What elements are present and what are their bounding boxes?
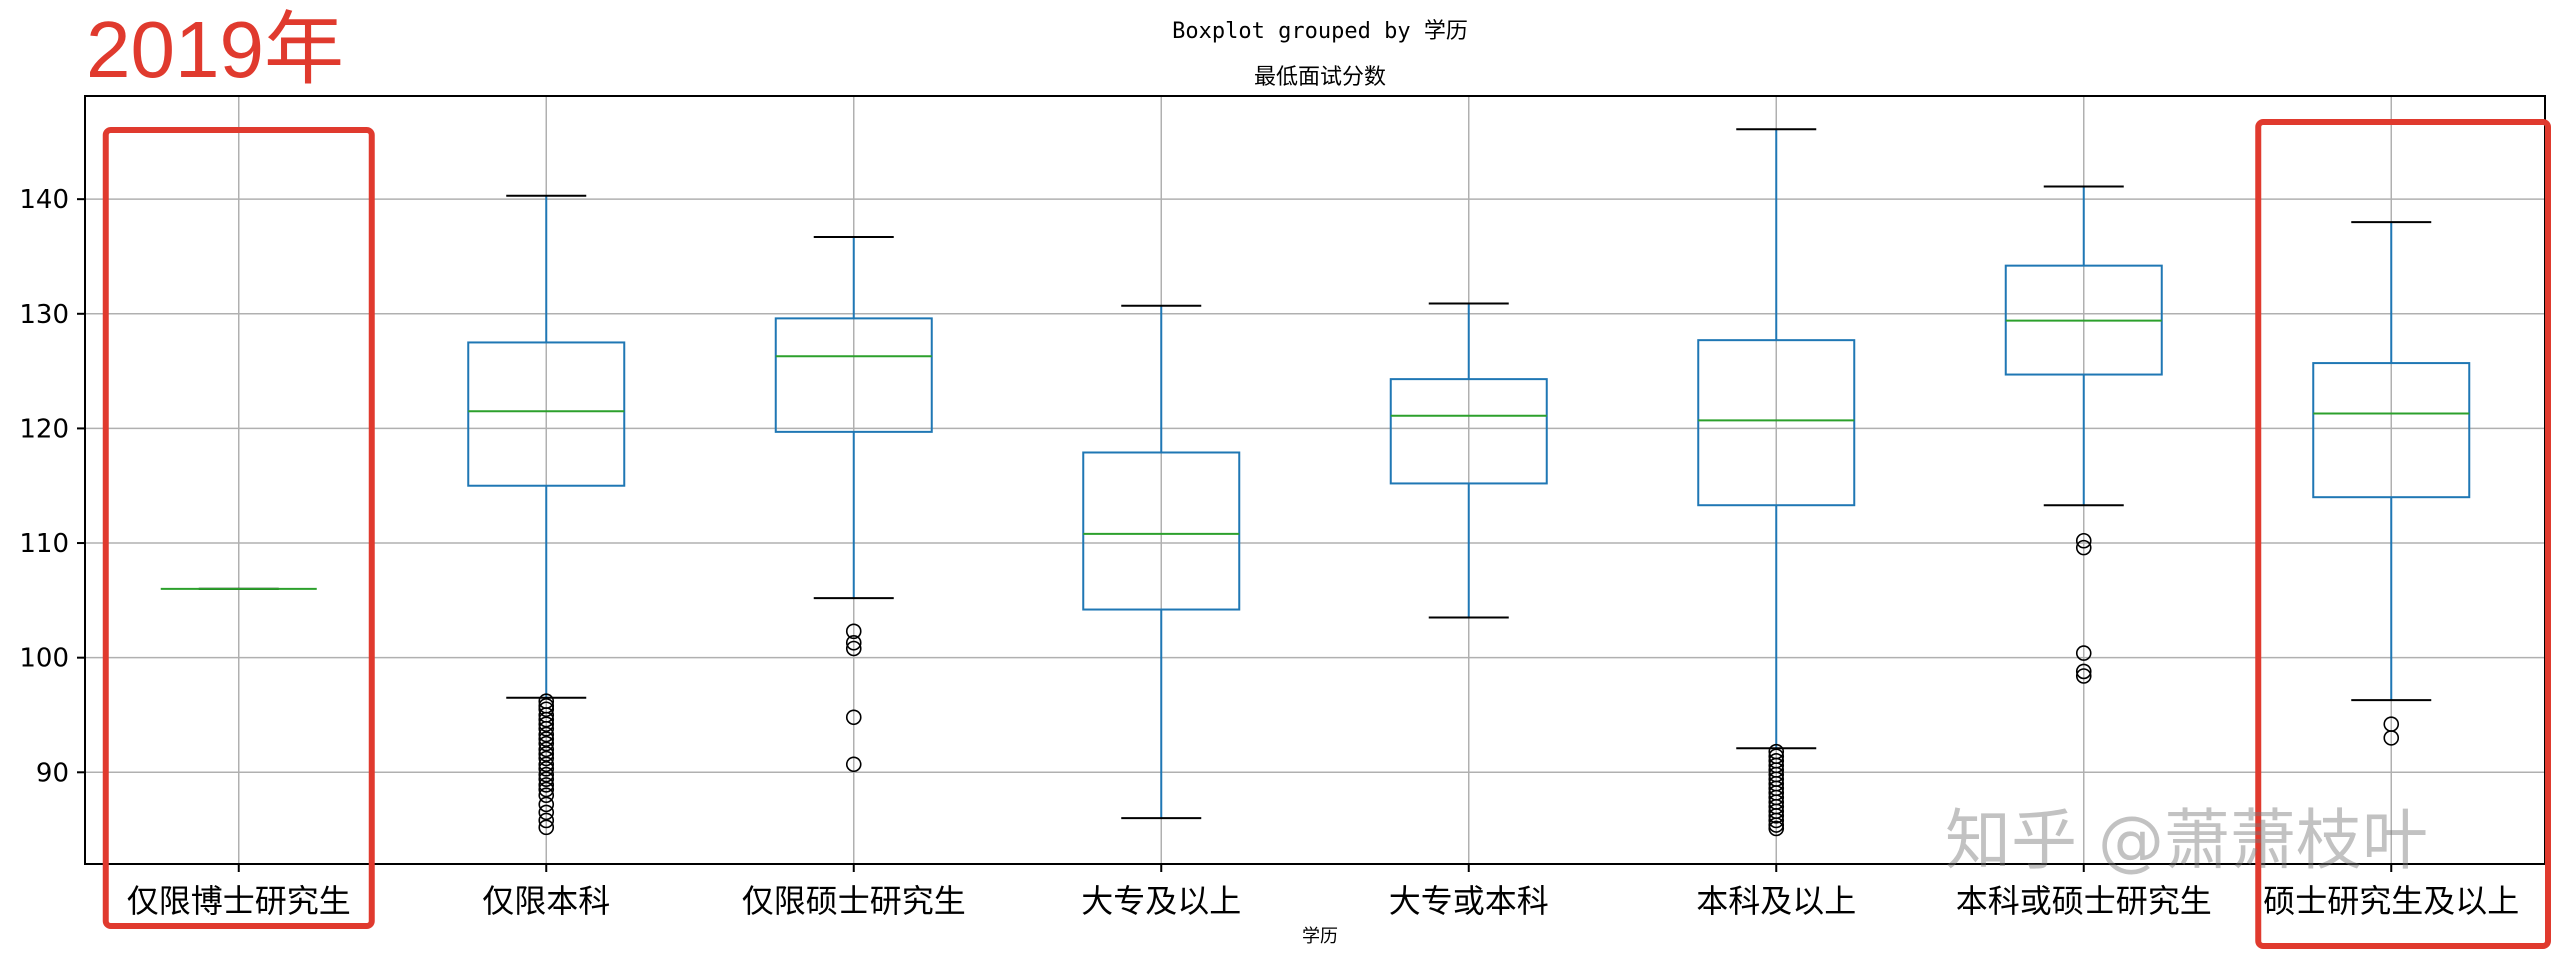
box-group: [1389, 302, 1548, 619]
box-iqr: [467, 341, 626, 487]
year-label: 2019年: [86, 5, 344, 94]
y-tick-label: 120: [19, 414, 69, 444]
outlier-point: [2075, 532, 2092, 549]
outlier-point: [538, 750, 555, 767]
outlier-point: [2075, 668, 2092, 684]
y-axis: 90 100 110 120 130 140: [19, 185, 85, 788]
x-tick-label: 硕士研究生及以上: [2263, 882, 2519, 920]
box-iqr: [774, 317, 933, 433]
box-group: [467, 194, 626, 836]
chart-title: Boxplot grouped by 学历: [1172, 19, 1468, 44]
outlier-point: [538, 735, 555, 752]
outlier-point: [538, 796, 555, 813]
y-tick-label: 140: [19, 185, 69, 215]
boxes-layer: [160, 128, 2471, 837]
outlier-point: [1768, 808, 1785, 824]
x-tick-label: 本科及以上: [1696, 882, 1856, 920]
outlier-point: [538, 819, 555, 836]
box-iqr: [1389, 378, 1548, 485]
highlight-frame: [102, 127, 375, 929]
outlier-point: [538, 812, 555, 829]
highlight-frame: [2255, 119, 2551, 949]
box-group: [1697, 128, 1856, 837]
x-tick-label: 仅限硕士研究生: [742, 882, 966, 920]
outlier-point: [538, 777, 555, 793]
outlier-point: [2383, 730, 2400, 746]
y-tick-label: 90: [36, 758, 69, 788]
outlier-point: [538, 741, 555, 758]
outlier-point: [1768, 812, 1785, 829]
box-iqr: [1082, 451, 1241, 611]
watermark-text: 知乎 @萧萧枝叶: [1945, 802, 2428, 879]
outlier-point: [538, 720, 555, 737]
outlier-point: [2075, 539, 2092, 556]
outlier-point: [538, 711, 555, 728]
outlier-point: [1768, 820, 1785, 837]
outlier-point: [538, 781, 555, 798]
y-tick-label: 130: [19, 300, 69, 330]
outlier-point: [538, 716, 555, 732]
box-group: [2312, 221, 2471, 746]
x-tick-label: 大专或本科: [1389, 882, 1549, 920]
outlier-point: [2075, 663, 2092, 680]
outlier-point: [538, 756, 555, 773]
x-tick-label: 仅限本科: [482, 882, 610, 920]
outlier-point: [845, 709, 862, 726]
box-group: [1082, 304, 1241, 820]
outlier-point: [538, 771, 555, 787]
x-axis-label: 学历: [1302, 926, 1338, 947]
y-tick-label: 100: [19, 644, 69, 674]
outlier-point: [845, 756, 862, 773]
outlier-point: [538, 731, 555, 747]
x-tick-label: 大专及以上: [1081, 882, 1241, 920]
plot-area-frame: [84, 95, 2546, 865]
outlier-point: [538, 726, 555, 743]
y-tick-label: 110: [19, 529, 69, 559]
outlier-point: [845, 640, 862, 657]
outlier-point: [538, 766, 555, 783]
highlight-boxes: [102, 119, 2551, 949]
outlier-point: [845, 623, 862, 640]
box-iqr: [1697, 339, 1856, 507]
outlier-point: [845, 634, 862, 651]
box-iqr: [2312, 362, 2471, 499]
box-group: [2004, 185, 2163, 684]
outlier-point: [538, 804, 555, 821]
outlier-point: [538, 746, 555, 762]
outlier-point: [538, 787, 555, 804]
outlier-point: [2075, 645, 2092, 661]
x-axis: 仅限博士研究生 仅限本科 仅限硕士研究生 大专及以上 大专或本科 本科及以上 本科或硕士研究…: [127, 864, 2519, 920]
x-tick-label: 仅限博士研究生: [127, 882, 351, 920]
outlier-point: [538, 761, 555, 777]
grid-lines: [85, 96, 2545, 864]
outlier-point: [538, 701, 555, 718]
chart-subtitle: 最低面试分数: [1254, 65, 1386, 90]
x-tick-label: 本科或硕士研究生: [1956, 882, 2212, 920]
box-group: [774, 235, 933, 773]
